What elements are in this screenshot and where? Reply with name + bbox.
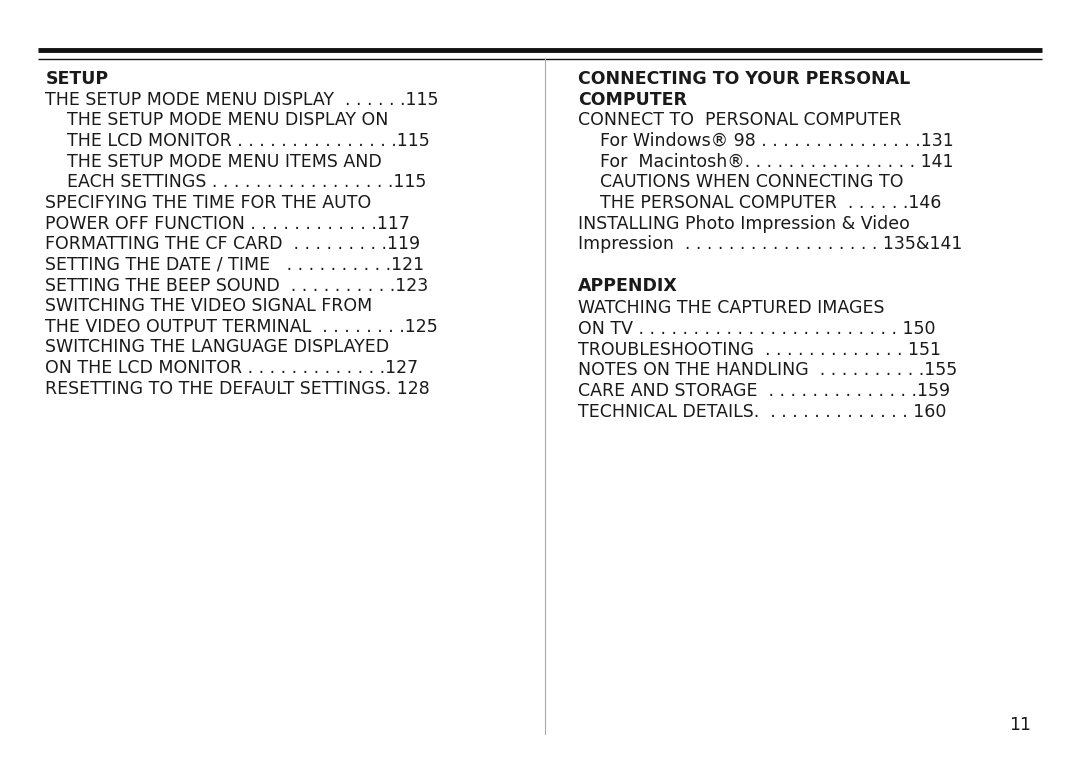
Text: For Windows® 98 . . . . . . . . . . . . . . .131: For Windows® 98 . . . . . . . . . . . . … [578, 132, 954, 150]
Text: 11: 11 [1010, 716, 1031, 734]
Text: ON TV . . . . . . . . . . . . . . . . . . . . . . . . 150: ON TV . . . . . . . . . . . . . . . . . … [578, 320, 935, 338]
Text: CARE AND STORAGE  . . . . . . . . . . . . . .159: CARE AND STORAGE . . . . . . . . . . . .… [578, 382, 950, 400]
Text: INSTALLING Photo Impression & Video: INSTALLING Photo Impression & Video [578, 214, 909, 233]
Text: RESETTING TO THE DEFAULT SETTINGS. 128: RESETTING TO THE DEFAULT SETTINGS. 128 [45, 379, 430, 398]
Text: THE SETUP MODE MENU DISPLAY ON: THE SETUP MODE MENU DISPLAY ON [45, 111, 389, 129]
Text: THE VIDEO OUTPUT TERMINAL  . . . . . . . .125: THE VIDEO OUTPUT TERMINAL . . . . . . . … [45, 317, 438, 336]
Text: CONNECT TO  PERSONAL COMPUTER: CONNECT TO PERSONAL COMPUTER [578, 111, 902, 129]
Text: FORMATTING THE CF CARD  . . . . . . . . .119: FORMATTING THE CF CARD . . . . . . . . .… [45, 235, 420, 253]
Text: TROUBLESHOOTING  . . . . . . . . . . . . . 151: TROUBLESHOOTING . . . . . . . . . . . . … [578, 340, 941, 359]
Text: THE SETUP MODE MENU ITEMS AND: THE SETUP MODE MENU ITEMS AND [45, 152, 382, 171]
Text: WATCHING THE CAPTURED IMAGES: WATCHING THE CAPTURED IMAGES [578, 299, 885, 317]
Text: TECHNICAL DETAILS.  . . . . . . . . . . . . . 160: TECHNICAL DETAILS. . . . . . . . . . . .… [578, 402, 946, 421]
Text: SWITCHING THE LANGUAGE DISPLAYED: SWITCHING THE LANGUAGE DISPLAYED [45, 338, 390, 356]
Text: Impression  . . . . . . . . . . . . . . . . . . 135&141: Impression . . . . . . . . . . . . . . .… [578, 235, 962, 253]
Text: THE LCD MONITOR . . . . . . . . . . . . . . .115: THE LCD MONITOR . . . . . . . . . . . . … [45, 132, 430, 150]
Text: THE SETUP MODE MENU DISPLAY  . . . . . .115: THE SETUP MODE MENU DISPLAY . . . . . .1… [45, 90, 438, 109]
Text: CAUTIONS WHEN CONNECTING TO: CAUTIONS WHEN CONNECTING TO [578, 173, 903, 191]
Text: CONNECTING TO YOUR PERSONAL: CONNECTING TO YOUR PERSONAL [578, 70, 910, 88]
Text: For  Macintosh®. . . . . . . . . . . . . . . . 141: For Macintosh®. . . . . . . . . . . . . … [578, 152, 954, 171]
Text: SETTING THE BEEP SOUND  . . . . . . . . . .123: SETTING THE BEEP SOUND . . . . . . . . .… [45, 276, 429, 295]
Text: ON THE LCD MONITOR . . . . . . . . . . . . .127: ON THE LCD MONITOR . . . . . . . . . . .… [45, 359, 418, 377]
Text: SPECIFYING THE TIME FOR THE AUTO: SPECIFYING THE TIME FOR THE AUTO [45, 194, 372, 212]
Text: SETTING THE DATE / TIME   . . . . . . . . . .121: SETTING THE DATE / TIME . . . . . . . . … [45, 256, 424, 274]
Text: SETUP: SETUP [45, 70, 108, 88]
Text: EACH SETTINGS . . . . . . . . . . . . . . . . .115: EACH SETTINGS . . . . . . . . . . . . . … [45, 173, 427, 191]
Text: COMPUTER: COMPUTER [578, 90, 687, 109]
Text: THE PERSONAL COMPUTER  . . . . . .146: THE PERSONAL COMPUTER . . . . . .146 [578, 194, 941, 212]
Text: NOTES ON THE HANDLING  . . . . . . . . . .155: NOTES ON THE HANDLING . . . . . . . . . … [578, 361, 957, 379]
Text: POWER OFF FUNCTION . . . . . . . . . . . .117: POWER OFF FUNCTION . . . . . . . . . . .… [45, 214, 410, 233]
Text: SWITCHING THE VIDEO SIGNAL FROM: SWITCHING THE VIDEO SIGNAL FROM [45, 297, 373, 315]
Text: APPENDIX: APPENDIX [578, 276, 677, 295]
